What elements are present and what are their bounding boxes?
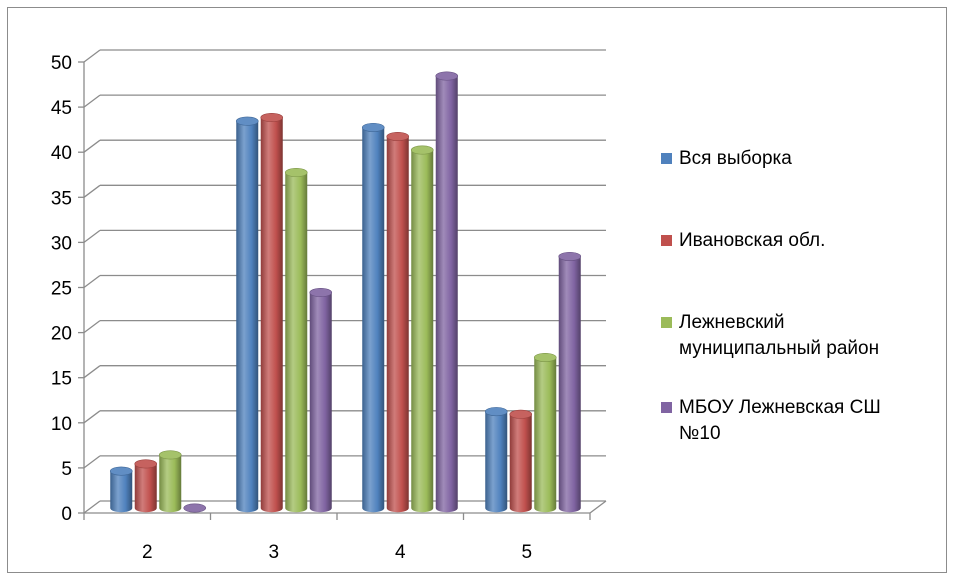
legend-label: муниципальный район bbox=[679, 338, 879, 359]
legend-swatch bbox=[661, 235, 672, 246]
legend-swatch bbox=[661, 153, 672, 164]
y-tick-label: 30 bbox=[51, 233, 72, 254]
chart-legend: Вся выборка Ивановская обл. Лежневский муни… bbox=[661, 148, 881, 444]
legend-label: Вся выборка bbox=[679, 148, 792, 169]
bar-body bbox=[411, 150, 434, 513]
legend-item: Ивановская обл. bbox=[661, 230, 825, 251]
bar bbox=[309, 288, 333, 513]
bar bbox=[533, 352, 557, 513]
x-tick-label: 3 bbox=[268, 542, 279, 563]
floor-edge bbox=[589, 500, 607, 514]
bar-top bbox=[235, 116, 259, 126]
legend-swatch bbox=[661, 402, 672, 413]
bar bbox=[558, 251, 582, 513]
side-wall-gridline bbox=[83, 365, 101, 379]
bar-top bbox=[558, 251, 582, 261]
side-wall-gridline bbox=[83, 94, 101, 108]
y-tick-label: 15 bbox=[51, 369, 72, 390]
bar bbox=[134, 459, 158, 513]
bar-body bbox=[134, 463, 157, 513]
y-tick-label: 10 bbox=[51, 414, 72, 435]
bar bbox=[386, 131, 410, 513]
bar-top bbox=[509, 409, 533, 419]
bar-top bbox=[435, 71, 459, 81]
bar-body bbox=[285, 172, 308, 513]
bar-body bbox=[435, 76, 458, 513]
legend-label: Ивановская обл. bbox=[679, 230, 825, 251]
bar bbox=[361, 122, 385, 513]
legend-item: МБОУ Лежневская СШ №10 bbox=[661, 397, 881, 444]
bar-body bbox=[534, 357, 557, 513]
bar-body bbox=[260, 117, 283, 513]
y-tick-label: 20 bbox=[51, 324, 72, 345]
bar-body bbox=[558, 256, 581, 513]
bar-body bbox=[110, 471, 133, 513]
y-tick-label: 40 bbox=[51, 143, 72, 164]
bar-top bbox=[309, 288, 333, 298]
side-wall-gridline bbox=[83, 184, 101, 198]
bar bbox=[509, 409, 533, 513]
bar-top bbox=[484, 407, 508, 417]
bar-body bbox=[485, 411, 508, 513]
bar-body bbox=[236, 121, 259, 513]
legend-label: Лежневский bbox=[679, 312, 785, 333]
legend-label: МБОУ Лежневская СШ bbox=[679, 397, 881, 418]
bar-top bbox=[533, 352, 557, 362]
bar bbox=[235, 116, 259, 513]
bar-body bbox=[509, 414, 532, 513]
bar bbox=[484, 407, 508, 513]
bar-top bbox=[284, 168, 308, 178]
legend-label: №10 bbox=[679, 423, 721, 444]
bar-top bbox=[260, 113, 284, 123]
bar bbox=[260, 113, 284, 513]
bar-top bbox=[410, 145, 434, 155]
x-tick-label: 4 bbox=[395, 542, 406, 563]
chart-bars bbox=[109, 71, 582, 513]
bar bbox=[410, 145, 434, 513]
legend-swatch bbox=[661, 317, 672, 328]
y-tick-label: 45 bbox=[51, 98, 72, 119]
bar-body bbox=[362, 127, 385, 513]
bar bbox=[158, 450, 182, 513]
bar-body bbox=[159, 454, 182, 513]
side-wall-gridline bbox=[83, 410, 101, 424]
legend-item: Лежневский муниципальный район bbox=[661, 312, 879, 359]
bar bbox=[284, 168, 308, 513]
bar bbox=[109, 466, 133, 513]
bar-top bbox=[183, 503, 207, 513]
y-tick-label: 5 bbox=[61, 459, 72, 480]
bar-body bbox=[309, 292, 332, 513]
side-wall-gridline bbox=[83, 139, 101, 153]
y-tick-label: 35 bbox=[51, 188, 72, 209]
x-tick-label: 5 bbox=[521, 542, 532, 563]
bar-body bbox=[386, 136, 409, 513]
side-wall-gridline bbox=[83, 229, 101, 243]
y-tick-label: 25 bbox=[51, 279, 72, 300]
bar-top bbox=[386, 131, 410, 141]
bar-top bbox=[134, 459, 158, 469]
bar-top bbox=[109, 466, 133, 476]
y-tick-label: 50 bbox=[51, 53, 72, 74]
legend-item: Вся выборка bbox=[661, 148, 792, 169]
bar bbox=[435, 71, 459, 513]
side-wall-gridline bbox=[83, 455, 101, 469]
side-wall-gridline bbox=[83, 274, 101, 289]
side-wall-gridline bbox=[83, 320, 101, 334]
y-tick-label: 0 bbox=[61, 504, 72, 525]
bar-top bbox=[361, 122, 385, 132]
x-tick-label: 2 bbox=[142, 542, 153, 563]
side-wall-gridline bbox=[83, 500, 101, 514]
bar bbox=[183, 503, 207, 513]
side-wall-gridline bbox=[83, 49, 101, 63]
bar-top bbox=[158, 450, 182, 460]
